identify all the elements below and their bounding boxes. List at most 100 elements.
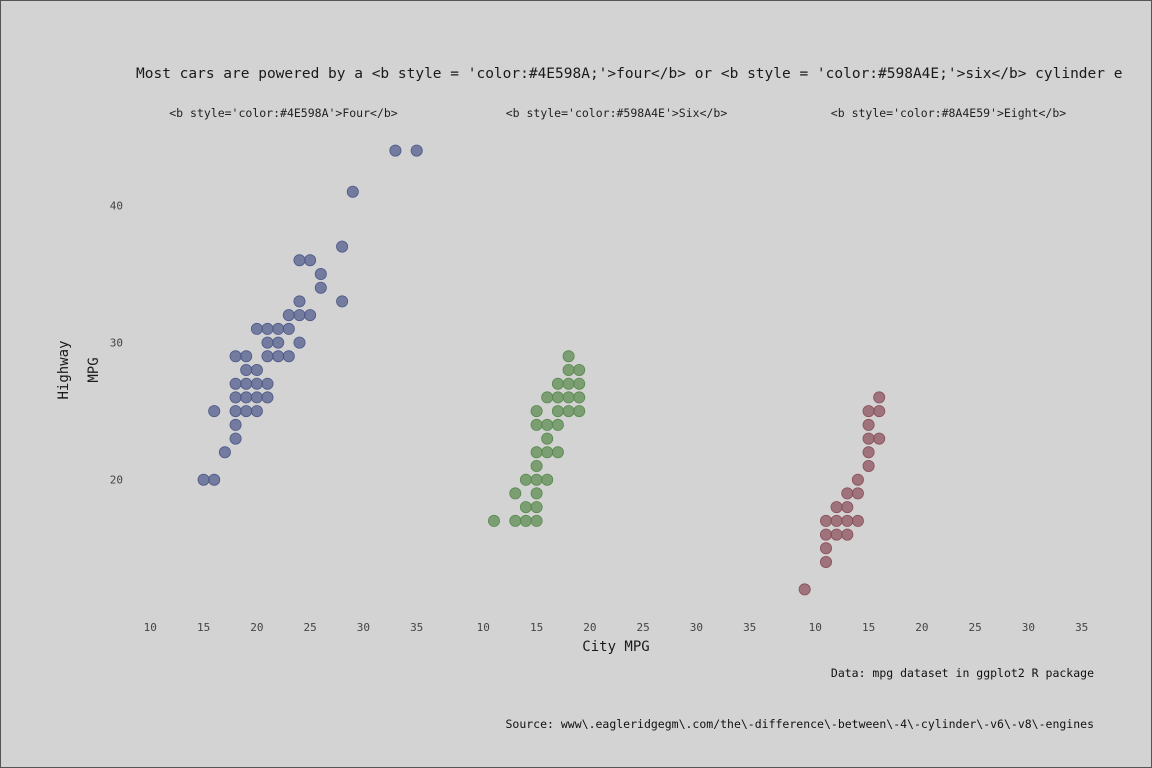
data-point [562,363,575,376]
data-point [229,405,242,418]
chart-title: Most cars are powered by a <b style = 'c… [136,66,1122,82]
data-point [272,322,285,335]
data-point [873,391,886,404]
data-point [820,542,833,555]
y-axis-title-line-1: Highway [56,340,72,399]
data-point [229,391,242,404]
data-point [509,487,522,500]
data-point [250,405,263,418]
data-point [336,295,349,308]
data-point [551,391,564,404]
x-tick-label: 10 [477,621,490,634]
x-tick-label: 25 [968,621,981,634]
data-point [346,185,359,198]
data-point [530,446,543,459]
data-point [562,377,575,390]
data-point [272,350,285,363]
data-point [208,473,221,486]
data-point [562,350,575,363]
data-point [873,405,886,418]
data-point [218,446,231,459]
y-tick-labels: 20 30 40 [110,199,123,486]
data-point [314,281,327,294]
data-point [541,391,554,404]
data-point [250,363,263,376]
data-point [250,391,263,404]
data-point [240,391,253,404]
data-point [820,556,833,569]
data-point [519,473,532,486]
data-point [530,514,543,527]
data-point [798,583,811,596]
data-point [851,514,864,527]
facet-label-0: <b style='color:#4E598A'>Four</b> [169,106,398,120]
data-point [551,418,564,431]
x-tick-label: 20 [583,621,596,634]
data-point [841,501,854,514]
data-point [562,405,575,418]
data-point [336,240,349,253]
data-point [250,322,263,335]
data-point [573,377,586,390]
x-tick-label: 15 [530,621,543,634]
data-point [862,446,875,459]
data-point [293,295,306,308]
data-point [208,405,221,418]
data-point [830,501,843,514]
data-point [820,514,833,527]
data-point [282,309,295,322]
data-point [229,377,242,390]
data-point [389,144,402,157]
data-point [240,377,253,390]
x-tick-label: 30 [1022,621,1035,634]
x-tick-labels: 10 15 20 25 30 35 10 15 20 25 30 35 10 15 20 25 30 35 [144,621,1089,634]
data-point [541,418,554,431]
data-point [573,405,586,418]
x-tick-label: 25 [636,621,649,634]
data-point [229,432,242,445]
data-point [240,350,253,363]
data-point [530,487,543,500]
data-point [830,528,843,541]
data-point [530,473,543,486]
data-point [551,446,564,459]
points-layer [197,144,886,596]
x-tick-label: 10 [809,621,822,634]
data-point [851,473,864,486]
data-point [240,405,253,418]
y-tick-label: 20 [110,474,123,487]
data-point [873,432,886,445]
x-tick-label: 20 [915,621,928,634]
data-point [541,446,554,459]
x-tick-label: 25 [303,621,316,634]
x-tick-label: 20 [250,621,263,634]
facet-label-2: <b style='color:#8A4E59'>Eight</b> [831,106,1066,120]
data-point [240,363,253,376]
data-point [293,309,306,322]
data-point [551,377,564,390]
y-tick-label: 40 [110,199,123,212]
caption-data: Data: mpg dataset in ggplot2 R package [831,666,1094,680]
data-point [841,514,854,527]
data-point [250,377,263,390]
facet-labels: <b style='color:#4E598A'>Four</b> <b styl… [169,106,1066,120]
data-point [573,363,586,376]
data-point [197,473,210,486]
caption-source: Source: www\.eagleridgegm\.com/the\-diff… [505,717,1094,731]
x-tick-label: 35 [1075,621,1088,634]
data-point [261,336,274,349]
data-point [229,350,242,363]
x-tick-label: 15 [197,621,210,634]
data-point [519,514,532,527]
data-point [282,322,295,335]
data-point [851,487,864,500]
y-tick-label: 30 [110,337,123,350]
data-point [410,144,423,157]
data-point [261,322,274,335]
x-tick-label: 15 [862,621,875,634]
data-point [261,377,274,390]
data-point [261,350,274,363]
data-point [530,459,543,472]
data-point [862,405,875,418]
